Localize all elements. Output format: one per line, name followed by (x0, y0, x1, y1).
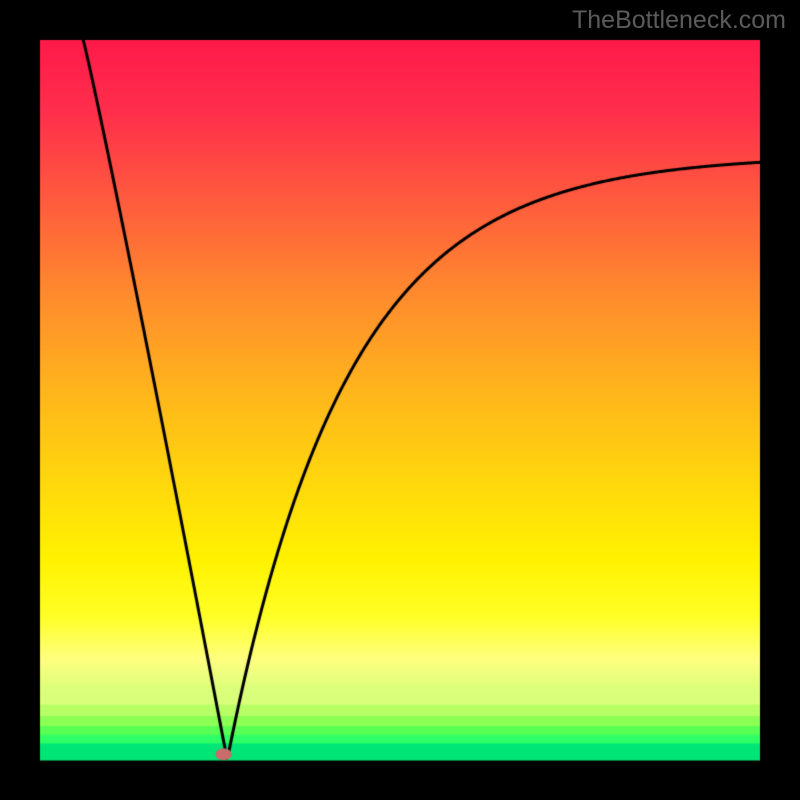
bottleneck-chart-canvas (0, 0, 800, 800)
